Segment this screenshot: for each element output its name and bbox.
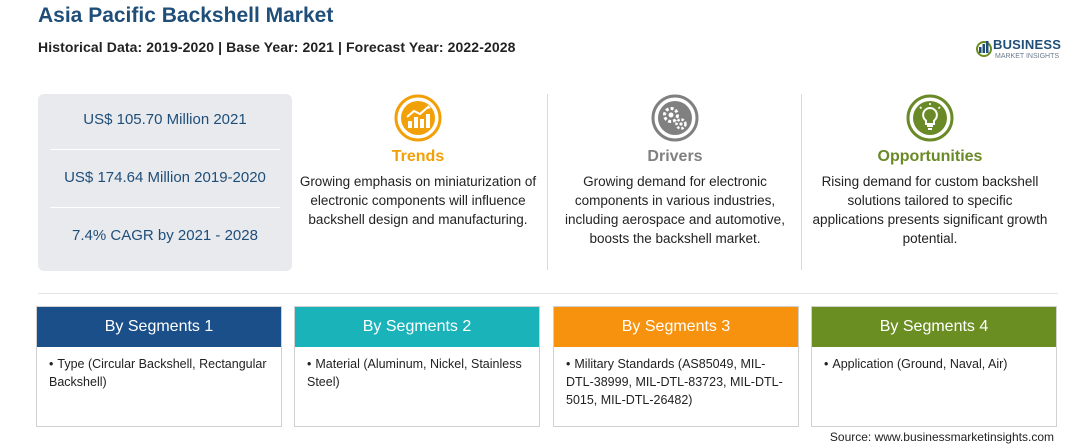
- page-title: Asia Pacific Backshell Market: [38, 4, 334, 27]
- opportunities-text: Rising demand for custom backshell solut…: [812, 174, 1048, 247]
- segment-header: By Segments 1: [37, 307, 281, 347]
- segment-text: Type (Circular Backshell, Rectangular Ba…: [49, 357, 267, 390]
- trend-chart-icon: [394, 94, 442, 142]
- segment-card-2: By Segments 2 • Material (Aluminum, Nicke…: [294, 306, 540, 427]
- company-logo: BUSINESS MARKET INSIGHTS: [975, 36, 1075, 66]
- market-stats-panel: US$ 105.70 Million 2021 US$ 174.64 Milli…: [38, 94, 292, 271]
- drivers-column: Drivers Growing demand for electronic co…: [555, 94, 795, 249]
- segment-text: Application (Ground, Naval, Air): [832, 357, 1008, 371]
- segment-body: • Type (Circular Backshell, Rectangular B…: [37, 347, 281, 391]
- segment-body: • Military Standards (AS85049, MIL-DTL-38…: [554, 347, 798, 409]
- segment-card-1: By Segments 1 • Type (Circular Backshell,…: [36, 306, 282, 427]
- section-divider: [38, 293, 1058, 294]
- bullet-icon: •: [566, 357, 571, 371]
- opportunities-title: Opportunities: [877, 148, 983, 165]
- drivers-text: Growing demand for electronic components…: [565, 174, 785, 247]
- drivers-title: Drivers: [647, 148, 703, 165]
- segment-body: • Material (Aluminum, Nickel, Stainless S…: [295, 347, 539, 391]
- bullet-icon: •: [824, 357, 829, 371]
- bullet-icon: •: [49, 357, 54, 371]
- logo-name: BUSINESS: [993, 37, 1062, 52]
- segment-text: Military Standards (AS85049, MIL-DTL-389…: [566, 357, 783, 408]
- stat-divider: [50, 207, 280, 208]
- segment-body: • Application (Ground, Naval, Air): [812, 347, 1056, 373]
- gears-icon: [651, 94, 699, 142]
- stat-market-size-2021: US$ 105.70 Million 2021: [83, 111, 247, 128]
- logo-tagline: MARKET INSIGHTS: [995, 53, 1060, 60]
- stat-historical-value: US$ 174.64 Million 2019-2020: [64, 169, 266, 186]
- opportunities-column: Opportunities Rising demand for custom b…: [810, 94, 1050, 249]
- column-divider: [801, 94, 802, 270]
- segment-card-3: By Segments 3 • Military Standards (AS850…: [553, 306, 799, 427]
- stat-divider: [50, 149, 280, 150]
- segment-header: By Segments 4: [812, 307, 1056, 347]
- bullet-icon: •: [307, 357, 312, 371]
- source-note: Source: www.businessmarketinsights.com: [829, 430, 1054, 444]
- trends-title: Trends: [391, 148, 445, 165]
- column-divider: [547, 94, 548, 270]
- segment-text: Material (Aluminum, Nickel, Stainless St…: [307, 357, 522, 390]
- segment-header: By Segments 3: [554, 307, 798, 347]
- trends-column: Trends Growing emphasis on miniaturizati…: [298, 94, 538, 229]
- page-subtitle: Historical Data: 2019-2020 | Base Year: …: [38, 39, 516, 55]
- logo-globe-icon: [976, 41, 992, 57]
- segment-header: By Segments 2: [295, 307, 539, 347]
- stat-cagr: 7.4% CAGR by 2021 - 2028: [72, 227, 258, 244]
- trends-text: Growing emphasis on miniaturization of e…: [299, 174, 537, 228]
- lightbulb-icon: [906, 94, 954, 142]
- segment-card-4: By Segments 4 • Application (Ground, Nava…: [811, 306, 1057, 427]
